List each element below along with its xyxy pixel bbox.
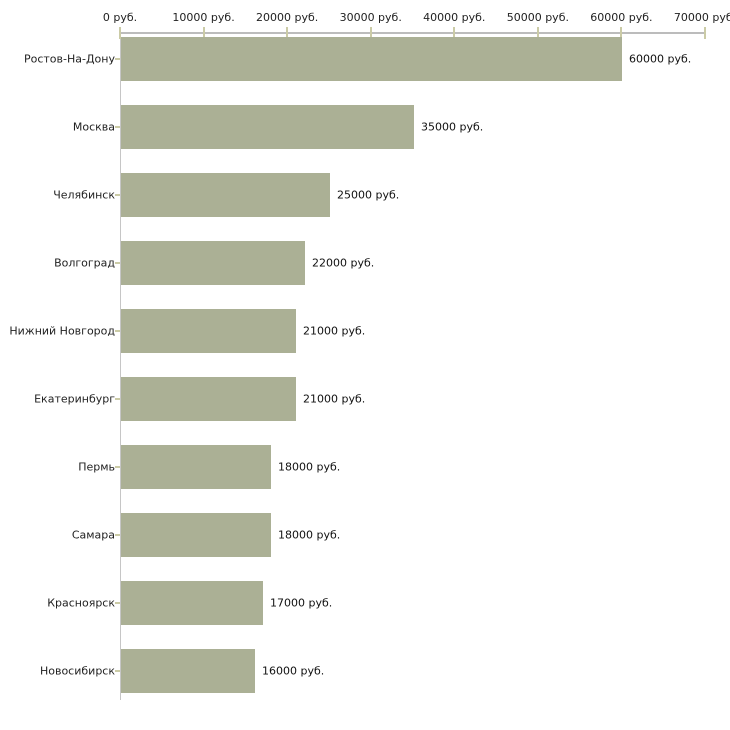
bar — [121, 241, 305, 285]
value-label: 21000 руб. — [303, 392, 366, 406]
category-label: Волгоград — [54, 256, 115, 270]
bar — [121, 377, 296, 421]
x-tick-label: 50000 руб. — [506, 11, 569, 24]
x-tick — [119, 27, 121, 39]
y-tick — [115, 602, 120, 604]
category-label: Ростов-На-Дону — [23, 52, 115, 66]
category-label: Красноярск — [47, 596, 115, 610]
x-tick — [536, 27, 539, 39]
y-tick — [115, 126, 120, 128]
y-tick — [115, 262, 120, 264]
category-label: Челябинск — [53, 188, 115, 202]
value-label: 18000 руб. — [278, 528, 341, 542]
value-label: 18000 руб. — [278, 460, 341, 474]
value-label: 22000 руб. — [312, 256, 375, 270]
category-label: Екатеринбург — [34, 392, 115, 406]
category-label: Новосибирск — [39, 664, 115, 678]
y-tick — [115, 194, 120, 196]
x-tick — [286, 27, 289, 39]
x-tick — [704, 27, 706, 39]
bar — [121, 105, 414, 149]
bar — [121, 445, 271, 489]
x-tick — [620, 27, 623, 39]
category-label: Самара — [71, 528, 115, 542]
y-tick — [115, 398, 120, 400]
bar — [121, 37, 622, 81]
value-label: 35000 руб. — [421, 120, 484, 134]
bar — [121, 309, 296, 353]
x-axis-line — [120, 32, 706, 34]
x-tick — [369, 27, 372, 39]
x-tick-label: 20000 руб. — [256, 11, 319, 24]
x-tick-label: 40000 руб. — [423, 11, 486, 24]
x-tick-label: 30000 руб. — [339, 11, 402, 24]
bar — [121, 173, 330, 217]
x-tick-label: 10000 руб. — [172, 11, 235, 24]
x-tick — [453, 27, 456, 39]
category-label: Пермь — [78, 460, 115, 474]
y-tick — [115, 466, 120, 468]
value-label: 25000 руб. — [337, 188, 400, 202]
bar — [121, 581, 263, 625]
x-tick — [202, 27, 205, 39]
y-tick — [115, 670, 120, 672]
y-tick — [115, 534, 120, 536]
bar — [121, 513, 271, 557]
x-tick-label: 0 руб. — [102, 11, 138, 24]
y-tick — [115, 58, 120, 60]
value-label: 17000 руб. — [270, 596, 333, 610]
x-tick-label: 60000 руб. — [590, 11, 653, 24]
x-tick-label: 70000 руб. — [673, 11, 730, 24]
value-label: 16000 руб. — [262, 664, 325, 678]
bar — [121, 649, 255, 693]
value-label: 21000 руб. — [303, 324, 366, 338]
category-label: Нижний Новгород — [9, 324, 115, 338]
y-axis-line — [120, 33, 121, 700]
y-tick — [115, 330, 120, 332]
value-label: 60000 руб. — [629, 52, 692, 66]
category-label: Москва — [72, 120, 115, 134]
